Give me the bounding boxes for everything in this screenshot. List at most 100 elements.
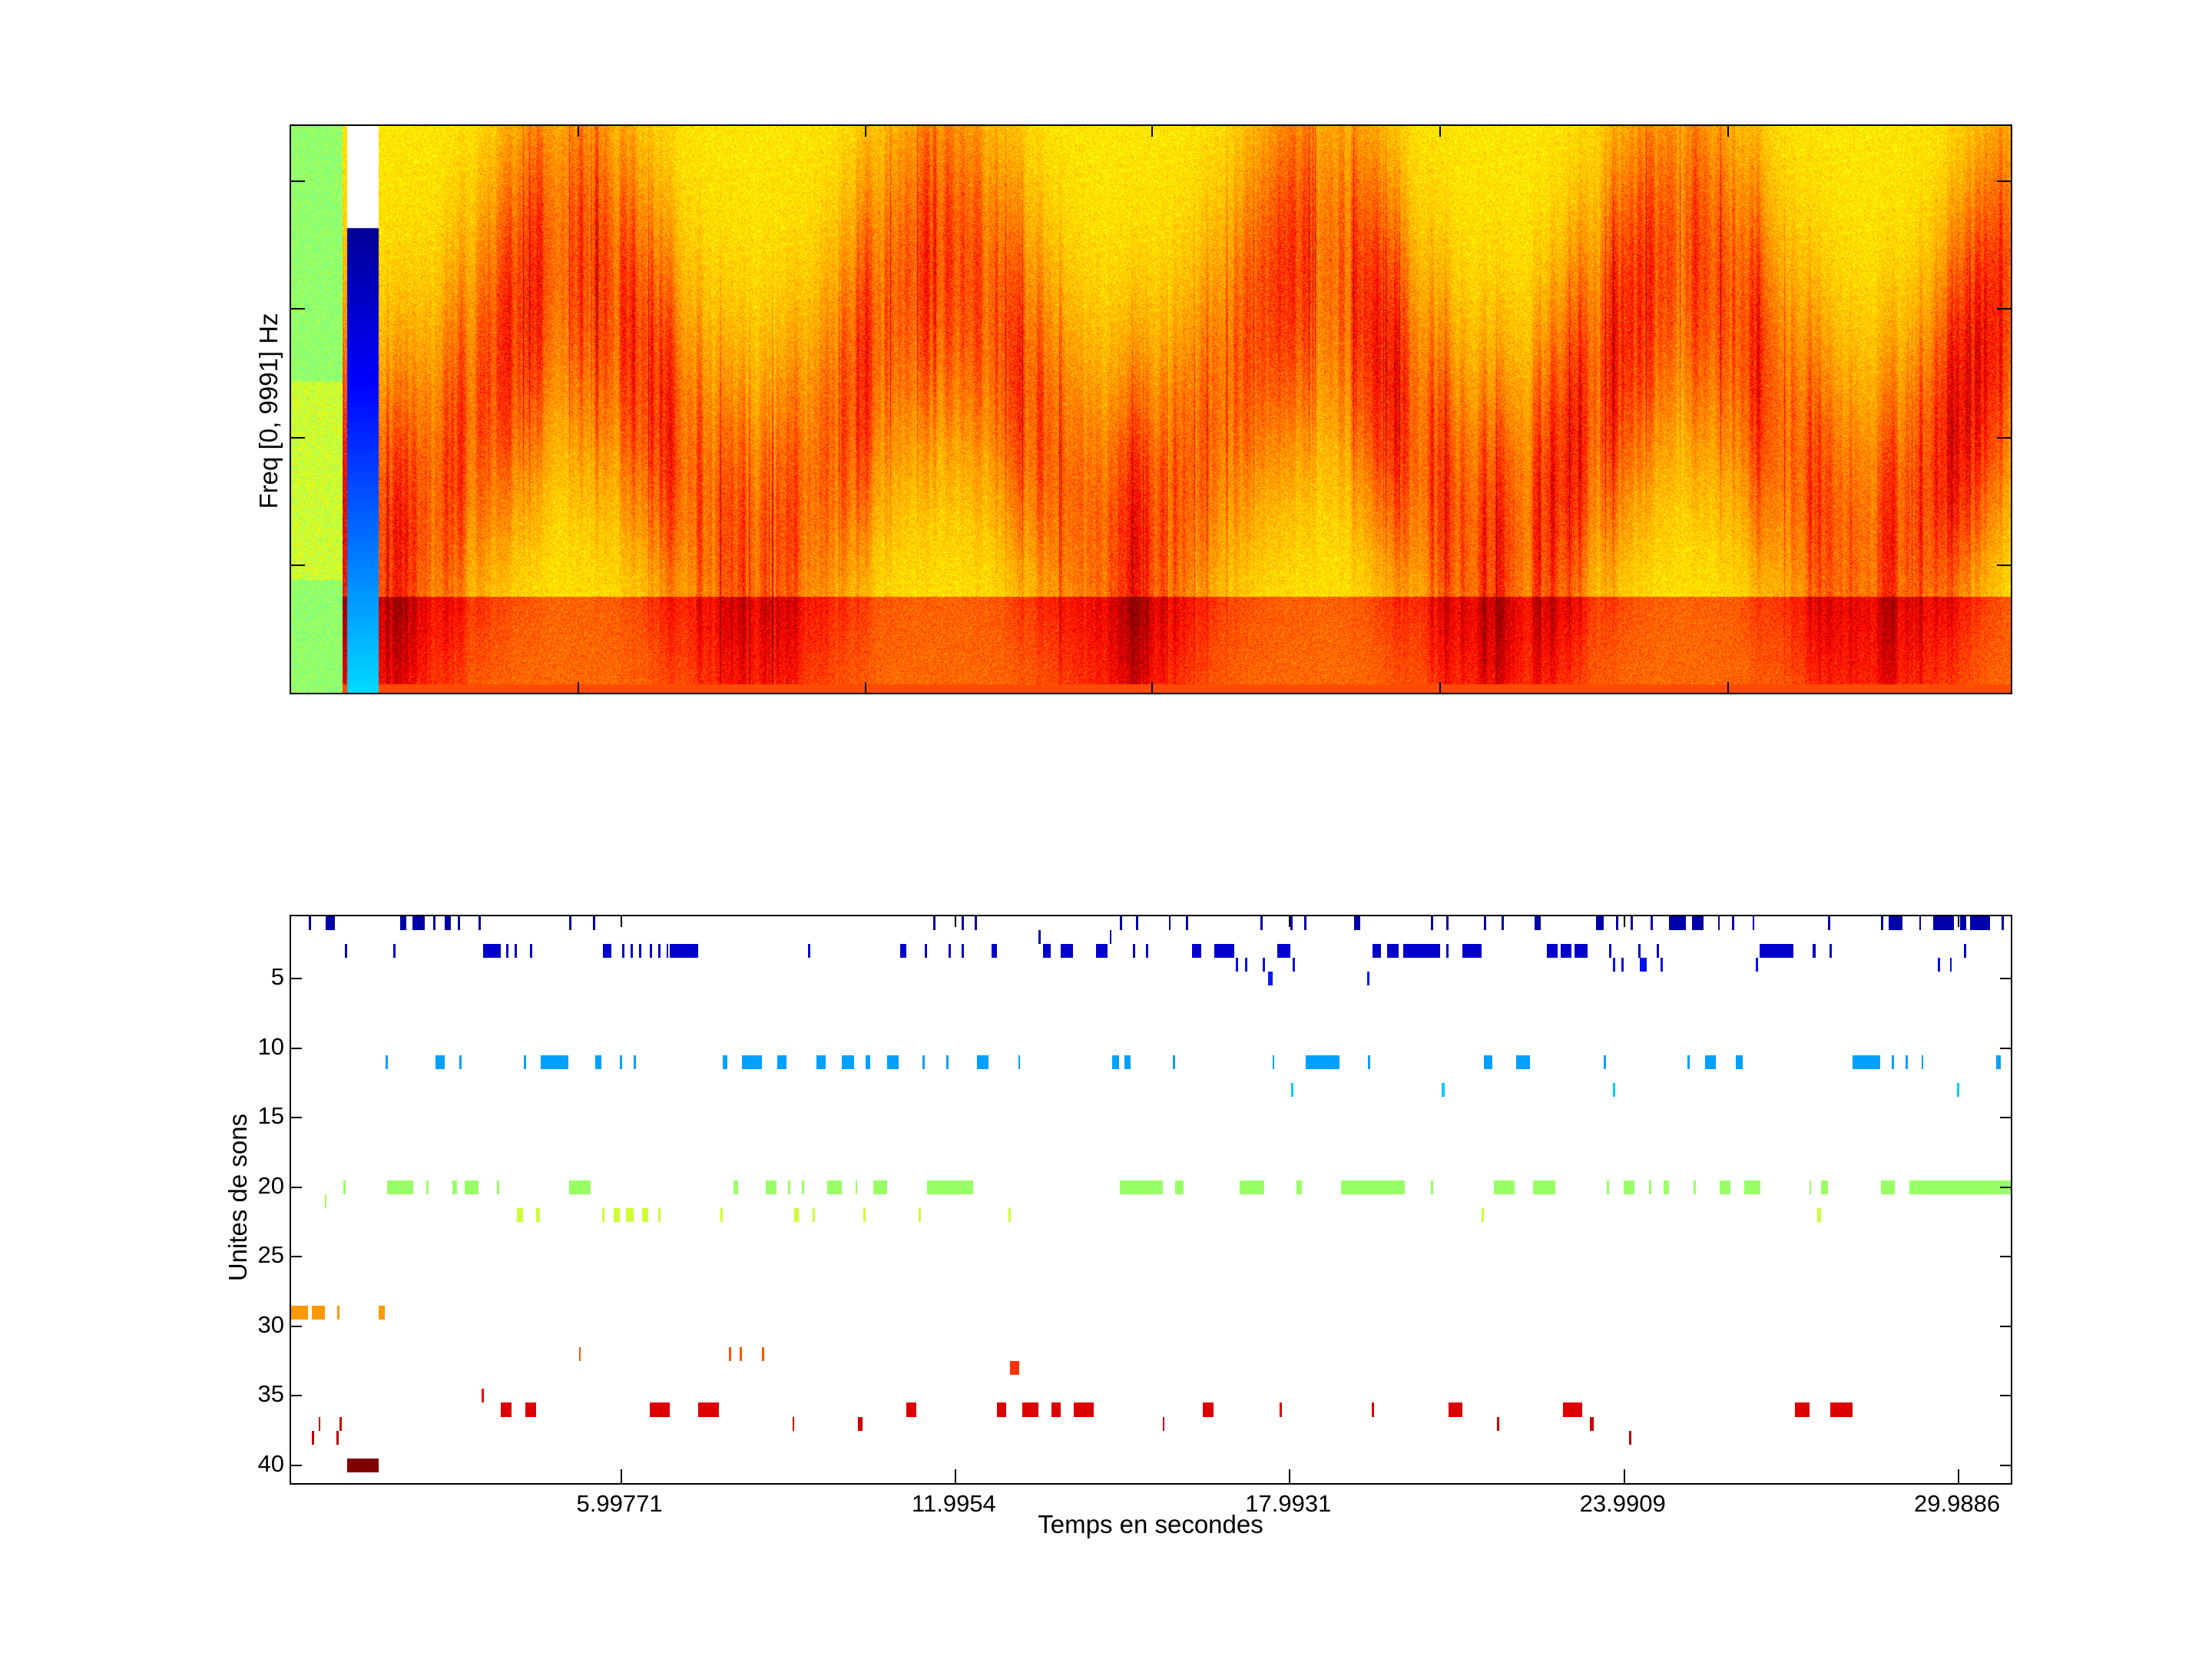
y-tick-label: 25 (257, 1241, 284, 1269)
event-bar-unit-20 (343, 1180, 346, 1194)
y-tick-label: 35 (257, 1380, 284, 1408)
event-bar-unit-4 (1755, 958, 1758, 972)
event-bar-unit-20 (1743, 1180, 1761, 1194)
x-tick (1727, 682, 1729, 693)
event-bar-unit-1 (433, 916, 435, 931)
spectrogram-axes (290, 124, 2012, 694)
event-bar-unit-1 (1631, 916, 1634, 931)
event-bar-unit-3 (948, 944, 951, 959)
event-bar-unit-1 (445, 916, 452, 931)
event-bar-unit-1 (1430, 916, 1433, 931)
event-bar-unit-1 (1692, 916, 1704, 931)
event-bar-unit-13 (1956, 1083, 1959, 1098)
event-bar-unit-3 (1096, 944, 1108, 959)
units-x-axis-label: Temps en secondes (1038, 1510, 1263, 1538)
y-tick-label: 30 (257, 1310, 284, 1338)
event-bar-unit-3 (1061, 944, 1073, 959)
event-bar-unit-32 (728, 1347, 731, 1362)
x-tick (1289, 1469, 1291, 1483)
event-bar-unit-22 (812, 1208, 815, 1223)
event-bar-unit-36 (1794, 1402, 1810, 1417)
event-bar-unit-22 (626, 1208, 634, 1223)
spectrogram-image (291, 126, 2011, 693)
event-bar-unit-4 (1263, 958, 1266, 972)
x-tick (1958, 916, 1960, 927)
event-bar-unit-4 (1639, 958, 1647, 972)
event-bar-unit-11 (1603, 1055, 1606, 1070)
event-bar-unit-20 (1820, 1180, 1829, 1194)
x-tick (620, 1469, 622, 1483)
y-tick (2000, 978, 2011, 980)
event-bar-unit-20 (1239, 1180, 1264, 1194)
event-bar-unit-22 (919, 1208, 922, 1223)
event-bar-unit-11 (1173, 1055, 1176, 1070)
event-bar-unit-32 (739, 1347, 742, 1362)
event-bar-unit-1 (1669, 916, 1687, 931)
event-bar-unit-3 (622, 944, 625, 959)
event-bar-unit-11 (1906, 1055, 1909, 1070)
event-bar-unit-1 (478, 916, 481, 931)
event-bar-unit-1 (1446, 916, 1449, 931)
event-bar-unit-1 (1186, 916, 1188, 931)
event-bar-unit-11 (1368, 1055, 1371, 1070)
event-bar-unit-36 (1830, 1402, 1853, 1417)
event-bar-unit-4 (1938, 958, 1941, 972)
event-bar-unit-1 (1501, 916, 1504, 931)
y-tick (291, 1256, 302, 1258)
event-bar-unit-5 (1366, 972, 1369, 986)
event-bar-unit-20 (1175, 1180, 1184, 1194)
event-bar-unit-1 (1290, 916, 1293, 931)
event-bar-unit-20 (826, 1180, 843, 1194)
y-tick (2000, 1395, 2011, 1397)
event-bar-unit-3 (344, 944, 347, 959)
y-tick (291, 180, 305, 182)
event-bar-unit-1 (592, 916, 595, 931)
event-bar-unit-4 (1660, 958, 1663, 972)
event-bar-unit-20 (873, 1180, 887, 1194)
event-bar-unit-3 (1560, 944, 1572, 959)
event-bar-unit-32 (578, 1347, 581, 1362)
y-tick (291, 565, 305, 566)
event-bar-unit-22 (863, 1208, 866, 1223)
x-tick-label: 11.9954 (912, 1490, 996, 1517)
y-tick (2000, 1325, 2011, 1327)
event-bar-unit-36 (500, 1402, 512, 1417)
x-tick (1727, 126, 1729, 137)
event-bar-unit-1 (1919, 916, 1922, 931)
event-bar-unit-3 (1277, 944, 1290, 959)
event-bar-unit-11 (945, 1055, 949, 1070)
y-tick (2000, 1047, 2011, 1049)
event-bar-unit-37 (792, 1416, 795, 1431)
event-bar-unit-11 (1515, 1055, 1530, 1070)
event-bar-unit-2 (1109, 930, 1112, 945)
event-bar-unit-3 (1462, 944, 1482, 959)
event-bar-unit-36 (1202, 1402, 1214, 1417)
event-bar-unit-36 (1051, 1402, 1061, 1417)
event-bar-unit-40 (346, 1458, 379, 1472)
event-bar-unit-35 (482, 1389, 485, 1403)
event-bar-unit-3 (925, 944, 928, 959)
y-tick (1997, 308, 2011, 310)
x-tick (1623, 1469, 1625, 1483)
event-bar-unit-1 (1596, 916, 1604, 931)
event-bar-unit-36 (1563, 1402, 1583, 1417)
event-bar-unit-1 (1960, 916, 1967, 931)
event-bar-unit-4 (1292, 958, 1295, 972)
event-bar-unit-3 (1638, 944, 1641, 959)
event-bar-unit-22 (642, 1208, 649, 1223)
event-bar-unit-1 (933, 916, 936, 931)
event-bar-unit-1 (974, 916, 977, 931)
event-bar-unit-11 (1306, 1055, 1340, 1070)
event-bar-unit-1 (1732, 916, 1735, 931)
event-bar-unit-37 (857, 1416, 863, 1431)
event-bar-unit-20 (426, 1180, 429, 1194)
event-bar-unit-1 (309, 916, 312, 931)
y-tick-label: 20 (257, 1171, 284, 1199)
event-bar-unit-22 (657, 1208, 661, 1223)
event-bar-unit-20 (1649, 1180, 1652, 1194)
event-bar-unit-11 (1892, 1055, 1894, 1070)
event-bar-unit-20 (1493, 1180, 1515, 1194)
event-bar-unit-20 (787, 1180, 790, 1194)
event-bar-unit-3 (515, 944, 517, 959)
event-bar-unit-11 (1124, 1055, 1131, 1070)
